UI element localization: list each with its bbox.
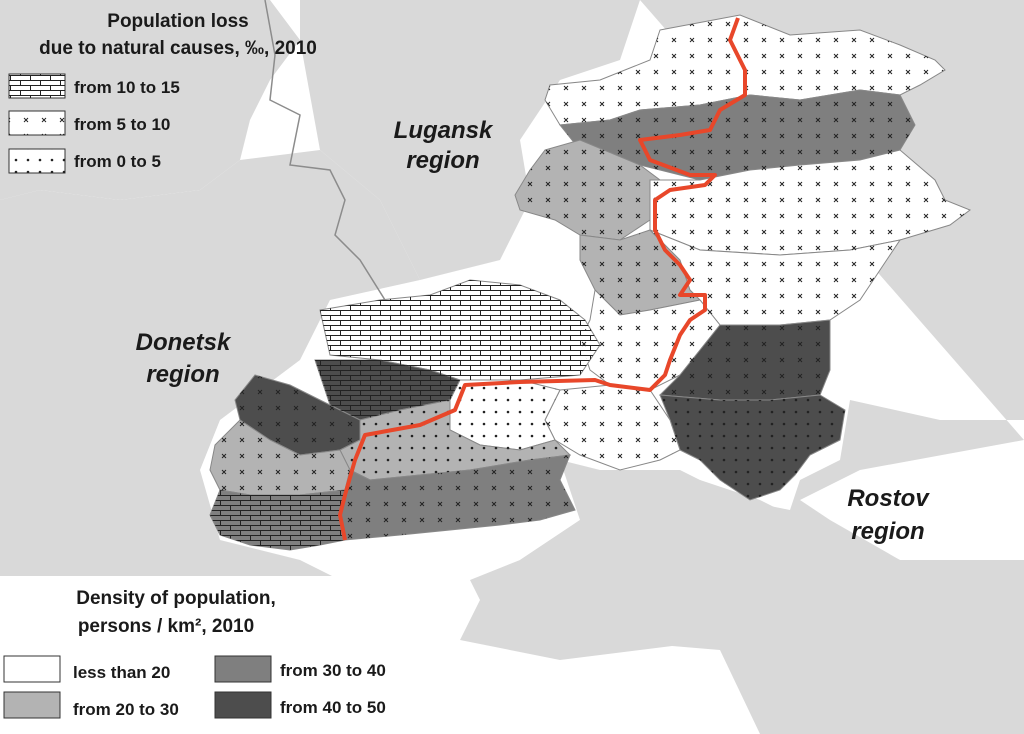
state-border [264, 0, 386, 301]
legend-loss-item-3: from 0 to 5 [74, 152, 161, 171]
legend-density-item-3: from 30 to 40 [280, 661, 386, 680]
rostov-label-line1: Rostov [847, 485, 930, 512]
legend-density-item-4: from 40 to 50 [280, 698, 386, 717]
legend-population-loss: Population loss due to natural causes, ‰… [8, 11, 317, 174]
region-border-line [338, 17, 747, 541]
lugansk-label-line2: region [406, 147, 479, 174]
legend-loss-item-1: from 10 to 15 [74, 78, 180, 97]
loss-pattern-overlay [210, 15, 970, 550]
legend-density-title-line2: persons / km², 2010 [78, 616, 254, 637]
legend-loss-title-line2: due to natural causes, ‰, 2010 [39, 38, 317, 59]
lugansk-label-line1: Lugansk [394, 117, 494, 144]
donetsk-label-line1: Donetsk [136, 329, 232, 356]
legend-swatch-40-50 [214, 691, 272, 719]
legend-loss-title-line1: Population loss [107, 11, 248, 32]
legend-loss-item-2: from 5 to 10 [74, 115, 170, 134]
donetsk-label-line2: region [146, 361, 219, 388]
legend-density-title-line1: Density of population, [76, 588, 276, 609]
rostov-label-line2: region [851, 518, 924, 545]
legend-swatch-30-40 [214, 655, 272, 683]
legend-swatch-less-20 [3, 655, 61, 683]
legend-density: Density of population, persons / km², 20… [0, 576, 460, 734]
legend-density-item-2: from 20 to 30 [73, 700, 179, 719]
legend-density-item-1: less than 20 [73, 663, 170, 682]
legend-swatch-20-30 [3, 691, 61, 719]
